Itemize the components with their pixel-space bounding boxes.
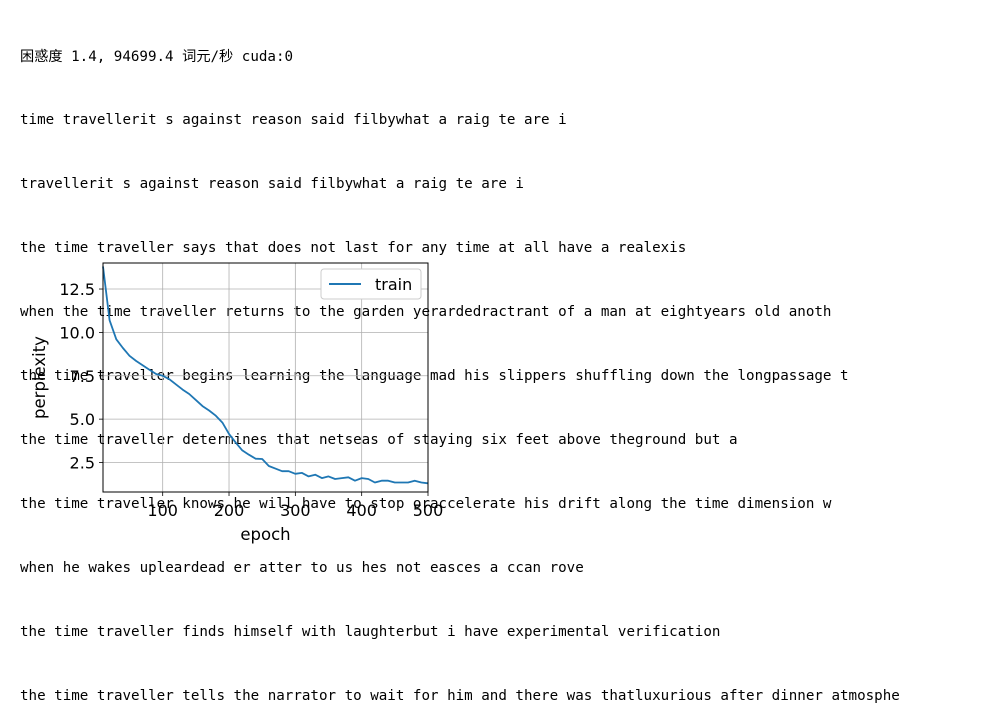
legend: train <box>320 268 422 300</box>
plot-frame <box>102 262 429 493</box>
x-tick-label: 500 <box>413 501 444 520</box>
series-line-train <box>102 266 429 485</box>
y-tick-label: 5.0 <box>70 410 95 429</box>
output-header: 困惑度 1.4, 94699.4 词元/秒 cuda:0 <box>20 48 294 65</box>
output-line: the time traveller knows he will have to… <box>20 495 832 512</box>
x-tick-labels: 100 200 300 400 500 <box>147 492 443 520</box>
output-line: the time traveller tells the narrator to… <box>20 687 900 704</box>
x-tick-label: 200 <box>214 501 245 520</box>
output-line: travellerit s against reason said filbyw… <box>20 176 524 193</box>
y-tick-labels: 2.5 5.0 7.5 10.0 12.5 <box>59 280 103 473</box>
y-tick-label: 10.0 <box>59 323 95 342</box>
y-tick-label: 7.5 <box>70 367 95 386</box>
y-axis-label: perplexity <box>30 336 49 419</box>
output-line: the time traveller determines that netse… <box>20 431 738 448</box>
x-tick-label: 300 <box>280 501 311 520</box>
plot-series <box>102 266 429 485</box>
x-tick-label: 100 <box>147 501 178 520</box>
y-tick-label: 2.5 <box>70 454 95 473</box>
output-line: the time traveller says that does not la… <box>20 240 687 257</box>
legend-label: train <box>375 275 412 294</box>
output-line: when the time traveller returns to the g… <box>20 304 832 321</box>
x-axis-label: epoch <box>240 525 290 544</box>
legend-box <box>320 268 422 300</box>
output-line: time travellerit s against reason said f… <box>20 112 567 129</box>
x-tick-label: 400 <box>346 501 377 520</box>
y-tick-label: 12.5 <box>59 280 95 299</box>
output-line: the time traveller finds himself with la… <box>20 623 721 640</box>
perplexity-chart: 2.55.07.510.012.5 100 200 300 400 500 epoch … <box>30 262 443 544</box>
